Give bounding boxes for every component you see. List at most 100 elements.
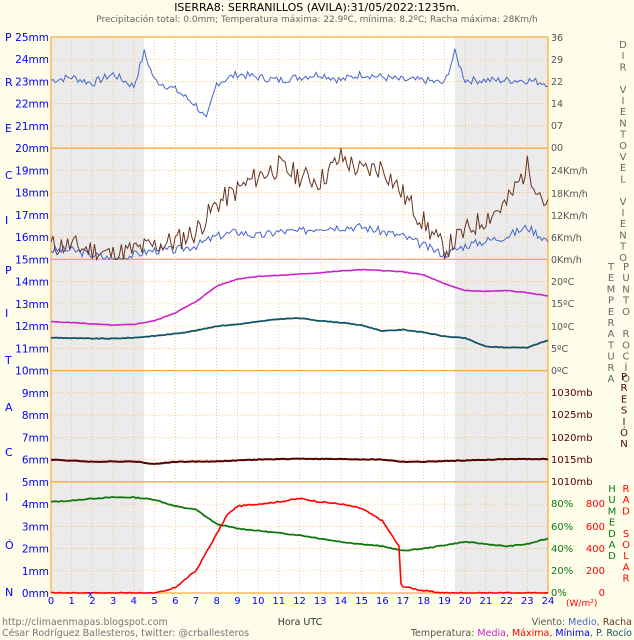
hour-tick: 1: [69, 596, 75, 607]
presion-label: I: [623, 417, 626, 428]
dir-viento-label: N: [619, 118, 626, 129]
precip-tick: 2mm: [22, 544, 49, 556]
side-letter: R: [5, 76, 13, 89]
temp-tick: 15ºC: [551, 299, 575, 310]
wind-legend-racha: Racha: [603, 617, 632, 628]
wind-gust-line: [50, 148, 549, 261]
humedad-label: M: [608, 506, 617, 517]
temperatura-label: A: [608, 329, 615, 340]
side-letter: I: [5, 214, 8, 227]
side-letter: Ó: [5, 539, 14, 552]
punto-rocio-label: T: [622, 296, 630, 307]
temperatura-label: P: [608, 296, 614, 307]
dir-viento-label: I: [622, 96, 625, 107]
precip-tick: 9mm: [22, 388, 49, 400]
temperatura-label: R: [608, 318, 615, 329]
pressure-tick: 1015mb: [551, 455, 593, 466]
hour-tick: 17: [397, 596, 410, 607]
pressure-line: [50, 457, 548, 466]
presion-label: E: [621, 394, 627, 405]
side-letter: P: [5, 264, 12, 277]
radiation-tick: 400: [586, 544, 605, 555]
precip-tick: 14mm: [15, 277, 49, 289]
dir-tick: 22: [551, 77, 563, 88]
temp-legend-prefix: Temperatura:: [410, 628, 478, 639]
dir-viento-label: I: [622, 51, 625, 62]
vel-viento-label: O: [619, 253, 627, 264]
temp-legend-minima: Mínima: [555, 628, 590, 639]
night-shade-morning: [51, 37, 145, 593]
temp-legend-sep: ,: [590, 628, 596, 639]
temp-tick: 0ºC: [551, 366, 569, 377]
wind-tick: 6Km/h: [551, 233, 582, 244]
humedad-label: H: [608, 484, 616, 495]
punto-rocio-label: N: [622, 284, 629, 295]
precip-tick: 24mm: [15, 54, 49, 66]
precip-tick: 17mm: [15, 210, 49, 222]
temp-legend-rocio: P. Rocío: [596, 628, 632, 639]
wind-tick: 24Km/h: [551, 166, 588, 177]
pressure-tick: 1030mb: [551, 388, 593, 399]
vel-viento-label: E: [620, 219, 626, 230]
footer-url: http://climaenmapas.blogspot.com: [2, 617, 168, 628]
hour-tick: 20: [459, 596, 472, 607]
side-letter: P: [5, 31, 12, 44]
dir-viento-label: D: [619, 40, 627, 51]
pressure-tick: 1010mb: [551, 477, 593, 488]
precip-tick: 0mm: [22, 588, 49, 600]
wind-legend: Viento: Medio, Racha: [532, 617, 632, 628]
temperatura-label: M: [607, 284, 616, 295]
chart-title: ISERRA8: SERRANILLOS (AVILA):31/05/2022:…: [174, 1, 460, 14]
rad-solar-label: R: [623, 574, 630, 585]
wind-legend-prefix: Viento:: [532, 617, 569, 628]
precip-tick: 22mm: [15, 99, 49, 111]
radiation-unit: (W/m²): [566, 599, 597, 609]
precip-tick: 1mm: [22, 566, 49, 578]
wind-tick: 0Km/h: [551, 255, 582, 266]
rad-solar-label: A: [623, 495, 630, 506]
temperatura-label: E: [608, 307, 614, 318]
vel-viento-label: E: [620, 163, 626, 174]
punto-rocio-label: C: [623, 352, 630, 363]
temp-tick: 10ºC: [551, 322, 575, 333]
dir-tick: 07: [551, 121, 563, 132]
hour-tick: 23: [521, 596, 534, 607]
temp-tick: 20ºC: [551, 277, 575, 288]
hour-tick: 10: [252, 596, 265, 607]
humidity-tick: 60%: [551, 522, 573, 533]
humedad-label: D: [608, 529, 616, 540]
precip-tick: 3mm: [22, 521, 49, 533]
dir-tick: 29: [551, 55, 563, 66]
side-letter: C: [5, 169, 13, 182]
precip-tick: 6mm: [22, 455, 49, 467]
vel-viento-label: L: [620, 174, 626, 185]
vel-viento-label: V: [620, 197, 627, 208]
punto-rocio-label: U: [622, 273, 629, 284]
hour-tick: 9: [234, 596, 240, 607]
precip-tick: 13mm: [15, 299, 49, 311]
hour-tick: 6: [172, 596, 178, 607]
precip-tick: 11mm: [15, 343, 49, 355]
hour-tick: 4: [131, 596, 137, 607]
hour-tick: 3: [110, 596, 116, 607]
rad-solar-label: O: [622, 540, 630, 551]
wind-direction-line: [50, 48, 549, 118]
hour-tick: 7: [193, 596, 199, 607]
precip-tick: 25mm: [15, 32, 49, 44]
dir-tick: 00: [551, 143, 563, 154]
temperatura-label: E: [608, 273, 614, 284]
precip-tick: 16mm: [15, 232, 49, 244]
temperatura-label: R: [608, 363, 615, 374]
rad-solar-label: R: [623, 484, 630, 495]
temp-legend-maxima: Máxima: [512, 628, 549, 639]
precip-tick: 23mm: [15, 76, 49, 88]
footer-author: César Rodríguez Ballesteros, twitter: @c…: [2, 628, 249, 639]
hour-tick: 2: [89, 596, 95, 607]
dir-viento-label: E: [620, 107, 626, 118]
temp-legend-sep: ,: [506, 628, 512, 639]
radiation-tick: 200: [586, 566, 605, 577]
dew-point-line: [50, 317, 549, 349]
side-letter: T: [4, 354, 12, 367]
punto-rocio-label: O: [622, 374, 630, 385]
humedad-label: E: [609, 518, 615, 529]
